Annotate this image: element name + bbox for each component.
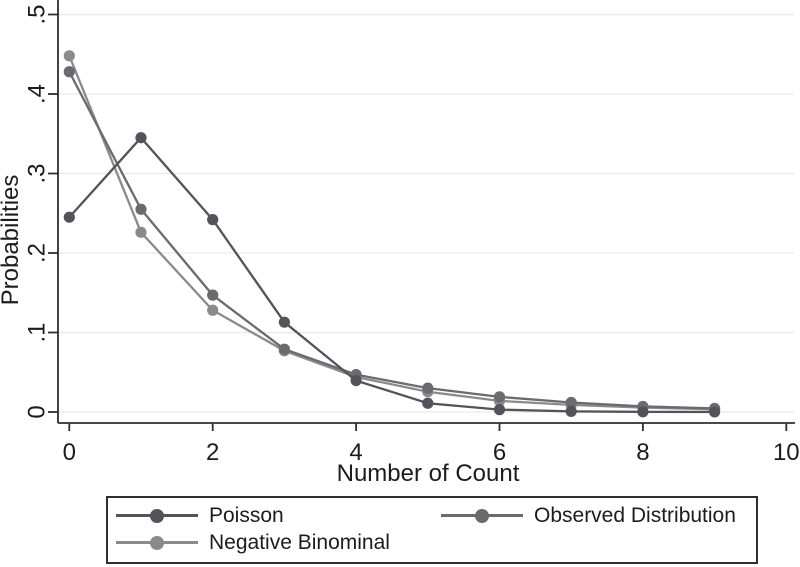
- y-axis-title: Probabilities: [0, 175, 24, 306]
- data-point-observed-distribution-6: [493, 391, 506, 403]
- x-tick-label: 8: [636, 439, 649, 466]
- data-point-poisson-7: [565, 405, 577, 417]
- data-point-poisson-2: [207, 214, 219, 226]
- legend-box: Poisson Observed Distribution Negative Bin…: [106, 496, 758, 564]
- legend-marker-icon: [116, 502, 198, 529]
- data-point-poisson-4: [350, 374, 362, 387]
- x-axis-ticks: 0 2 4 6 8 10: [63, 423, 800, 466]
- x-tick-label: 4: [349, 439, 362, 466]
- data-point-poisson-0: [63, 211, 75, 223]
- y-tick-label: .3: [23, 163, 50, 183]
- data-point-observed-distribution-0: [63, 66, 75, 78]
- data-point-negative-binominal-0: [63, 50, 75, 62]
- x-tick-label: 2: [206, 439, 219, 466]
- x-axis-title: Number of Count: [337, 460, 520, 487]
- legend-label: Observed Distribution: [534, 503, 736, 527]
- data-point-observed-distribution-7: [565, 396, 577, 409]
- legend-item-negative-binominal: Negative Binominal: [116, 529, 441, 556]
- y-tick-label: .2: [23, 243, 50, 263]
- data-point-observed-distribution-3: [278, 343, 290, 355]
- x-tick-label: 10: [773, 439, 800, 466]
- y-tick-label: 0: [23, 405, 50, 418]
- x-tick-label: 6: [493, 439, 506, 466]
- legend-marker-icon: [441, 502, 523, 529]
- data-point-observed-distribution-2: [207, 289, 219, 301]
- y-axis-ticks: 0 .1 .2 .3 .4 .5: [23, 4, 58, 419]
- y-tick-label: .1: [23, 322, 50, 342]
- data-point-observed-distribution-5: [422, 382, 434, 394]
- gridlines: [58, 13, 794, 413]
- x-tick-label: 0: [63, 439, 76, 466]
- legend-item-poisson: Poisson: [116, 502, 441, 529]
- data-point-observed-distribution-1: [135, 203, 147, 215]
- data-point-negative-binominal-2: [207, 304, 219, 316]
- legend-label: Negative Binominal: [209, 530, 390, 554]
- legend-item-observed-distribution: Observed Distribution: [441, 502, 756, 529]
- series-line-negative-binominal: [68, 55, 715, 411]
- data-point-poisson-5: [422, 397, 434, 409]
- legend-label: Poisson: [209, 503, 284, 527]
- series-line-poisson: [68, 135, 715, 414]
- data-point-poisson-1: [135, 132, 147, 144]
- data-point-poisson-8: [637, 406, 649, 418]
- y-tick-label: .5: [23, 4, 50, 24]
- data-point-poisson-6: [493, 404, 506, 416]
- data-point-poisson-9: [709, 406, 721, 418]
- data-point-negative-binominal-1: [135, 226, 147, 238]
- series-line-observed-distribution: [68, 71, 715, 410]
- probability-chart: 0 .1 .2 .3 .4 .5 0 2 4 6 8 10 Probabilities Number…: [0, 0, 800, 487]
- legend-marker-icon: [116, 529, 198, 556]
- data-point-poisson-3: [278, 316, 290, 328]
- series-group: [63, 50, 721, 418]
- y-tick-label: .4: [23, 84, 50, 104]
